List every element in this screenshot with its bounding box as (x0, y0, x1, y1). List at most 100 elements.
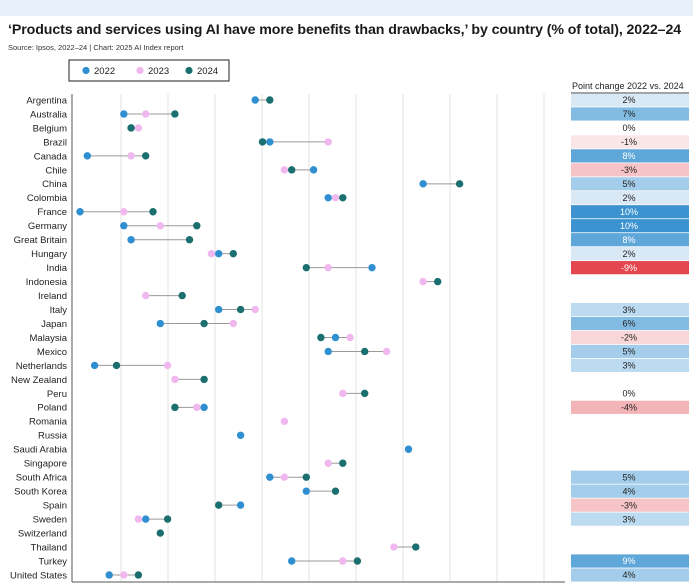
point-malaysia-2024 (317, 333, 325, 342)
point-russia-2022 (236, 431, 245, 439)
change-cell-japan (571, 316, 689, 331)
point-saudi-arabia-2022 (404, 445, 413, 453)
point-australia-2022 (120, 110, 128, 118)
category-label-hungary: Hungary (31, 249, 67, 260)
point-colombia-2023 (331, 194, 340, 202)
change-value-australia: 7% (622, 109, 635, 119)
chart-title: ‘Products and services using AI have mor… (8, 22, 682, 38)
category-label-brazil: Brazil (43, 137, 67, 148)
change-value-great-britain: 8% (622, 235, 635, 245)
change-cell-united-states (571, 568, 689, 582)
change-cell-poland (571, 400, 689, 414)
change-cell-germany (571, 219, 689, 233)
category-label-germany: Germany (28, 221, 67, 232)
change-cell-south-korea (571, 484, 689, 498)
point-south-africa-2023 (280, 473, 289, 481)
point-sweden-2022 (142, 515, 150, 523)
point-chile-2022 (309, 166, 318, 174)
change-cell-colombia (571, 191, 689, 205)
point-mexico-2022 (324, 347, 332, 356)
legend-label-2022: 2022 (94, 66, 115, 77)
legend: 2022 2023 2024 (68, 59, 230, 82)
point-canada-2022 (83, 152, 92, 160)
point-italy-2022 (215, 305, 223, 314)
change-cell-spain (571, 498, 689, 512)
change-value-turkey: 9% (622, 556, 635, 566)
change-value-south-africa: 5% (622, 472, 635, 482)
point-spain-2024 (215, 501, 223, 509)
point-japan-2022 (156, 319, 164, 328)
change-value-poland: -4% (621, 403, 637, 413)
legend-dot-2024 (185, 66, 193, 75)
point-poland-2023 (193, 403, 201, 412)
change-cell-malaysia (571, 330, 689, 345)
category-label-australia: Australia (30, 109, 68, 120)
top-band (0, 0, 693, 16)
change-value-canada: 8% (622, 151, 635, 161)
legend-dot-2022 (82, 66, 90, 75)
category-label-malaysia: Malaysia (30, 333, 68, 344)
change-value-india: -9% (621, 263, 637, 273)
point-france-2024 (149, 208, 157, 216)
point-poland-2024 (171, 403, 179, 412)
point-switzerland-2024 (156, 529, 164, 537)
category-label-turkey: Turkey (38, 556, 67, 567)
change-value-france: 10% (620, 207, 638, 217)
category-label-chile: Chile (45, 165, 67, 176)
category-label-singapore: Singapore (24, 459, 67, 470)
point-belgium-2023 (134, 124, 143, 132)
chart-source: Source: Ipsos, 2022–24 | Chart: 2025 AI … (8, 43, 184, 52)
point-australia-2024 (171, 110, 179, 118)
category-label-china: China (42, 179, 68, 190)
point-france-2023 (120, 208, 128, 216)
point-ireland-2024 (178, 291, 186, 300)
point-chile-2024 (288, 166, 296, 174)
category-label-indonesia: Indonesia (26, 277, 68, 288)
category-label-romania: Romania (29, 417, 68, 428)
change-cell-italy (571, 302, 689, 317)
change-cell-peru (571, 386, 689, 400)
legend-label-2023: 2023 (148, 66, 169, 77)
point-thailand-2024 (412, 543, 420, 551)
change-value-peru: 0% (622, 389, 635, 399)
point-mexico-2023 (382, 347, 391, 356)
legend-label-2024: 2024 (197, 66, 218, 77)
change-value-colombia: 2% (622, 193, 635, 203)
change-cell-netherlands (571, 358, 689, 373)
point-argentina-2022 (251, 96, 259, 104)
change-cell-turkey (571, 554, 689, 568)
point-great-britain-2022 (127, 236, 135, 244)
point-south-africa-2022 (266, 473, 274, 481)
change-cell-australia (571, 107, 689, 121)
change-value-netherlands: 3% (622, 361, 635, 371)
point-hungary-2022 (215, 249, 223, 258)
legend-dot-2023 (136, 66, 144, 75)
point-argentina-2024 (266, 96, 274, 104)
change-cell-india (571, 261, 689, 275)
point-germany-2024 (193, 222, 201, 230)
category-label-switzerland: Switzerland (18, 528, 67, 539)
category-label-argentina: Argentina (26, 95, 67, 106)
change-cell-sweden (571, 512, 689, 526)
change-value-spain: -3% (621, 500, 637, 510)
category-label-japan: Japan (41, 319, 67, 330)
change-value-argentina: 2% (622, 95, 635, 105)
point-south-africa-2024 (302, 473, 310, 481)
change-cell-china (571, 177, 689, 191)
change-cell-hungary (571, 247, 689, 261)
change-value-south-korea: 4% (622, 486, 635, 496)
point-ireland-2023 (142, 291, 150, 300)
point-spain-2022 (236, 501, 245, 509)
change-value-hungary: 2% (622, 249, 635, 259)
category-label-netherlands: Netherlands (16, 361, 67, 372)
change-value-chile: -3% (621, 165, 637, 175)
change-value-mexico: 5% (622, 347, 635, 357)
change-value-germany: 10% (620, 221, 638, 231)
point-belgium-2024 (127, 124, 135, 132)
category-label-canada: Canada (34, 151, 68, 162)
point-sweden-2024 (163, 515, 172, 523)
point-malaysia-2022 (331, 333, 340, 342)
point-china-2022 (419, 180, 427, 188)
point-indonesia-2023 (419, 277, 427, 286)
